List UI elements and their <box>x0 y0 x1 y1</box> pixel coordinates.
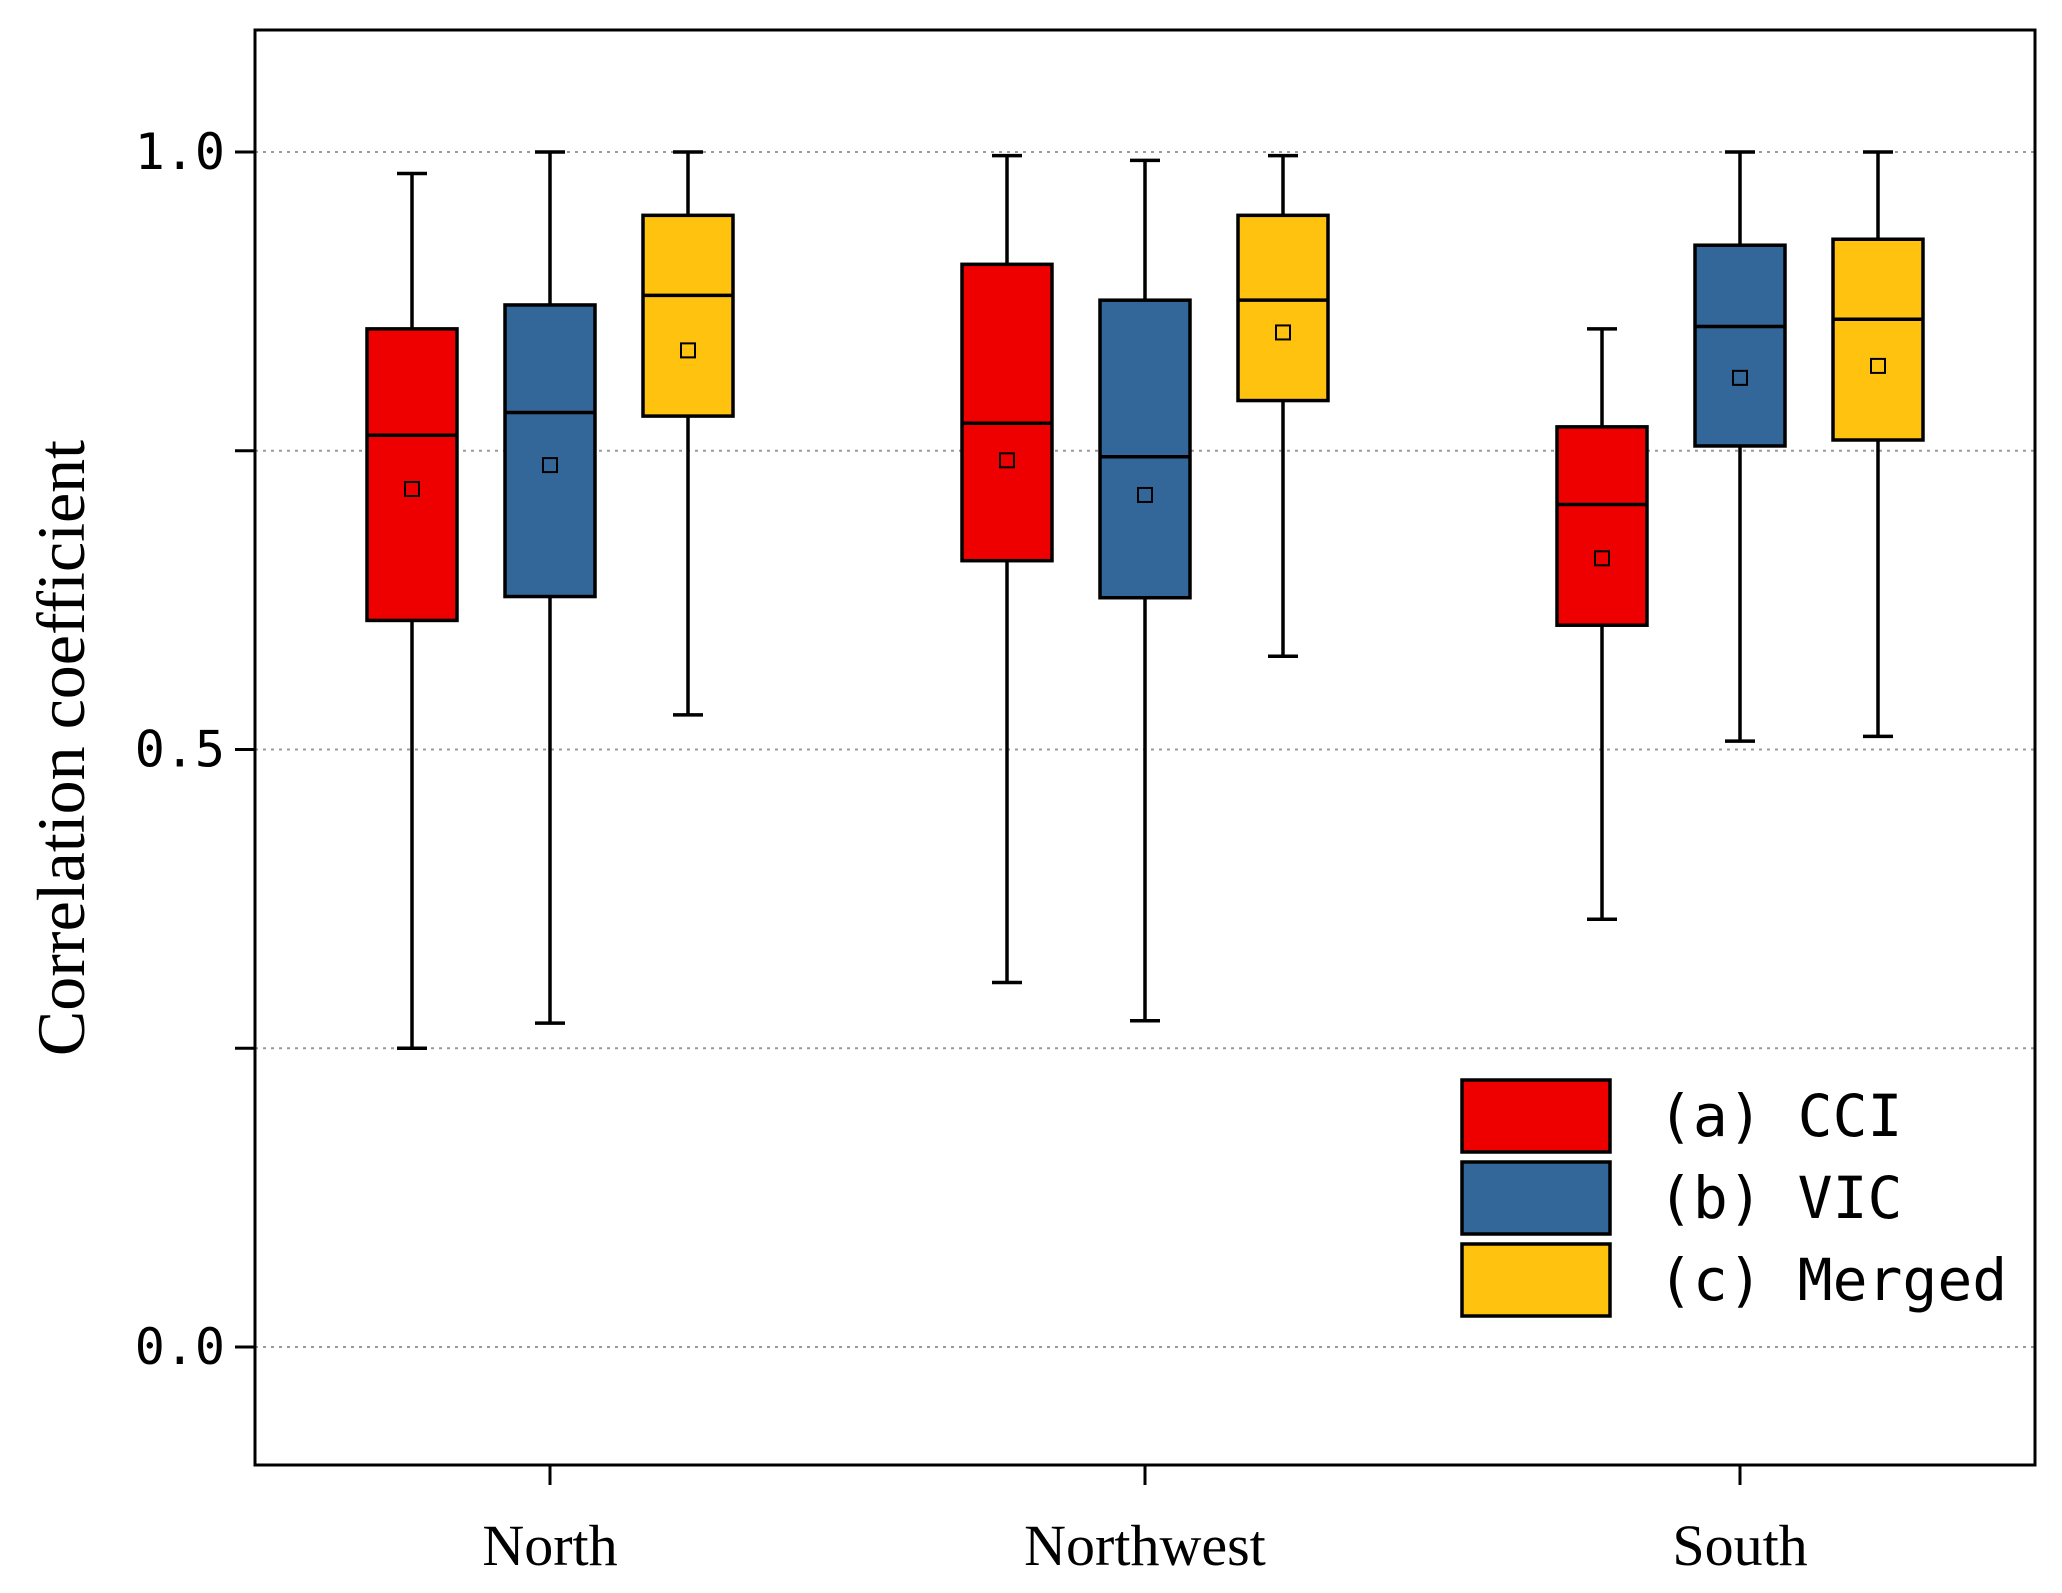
box-bvic-south <box>1693 150 1787 743</box>
y-axis-label: Correlation coefficient <box>23 440 99 1056</box>
box-cmerged-northwest <box>1236 153 1330 659</box>
mean-marker <box>404 480 420 497</box>
legend-swatch-1 <box>1460 1160 1612 1236</box>
iqr-box <box>1236 213 1330 403</box>
legend-swatch-2 <box>1460 1242 1612 1318</box>
x-axis: North Northwest South <box>482 1465 1808 1578</box>
mean-marker <box>999 452 1015 469</box>
mean-marker <box>1870 357 1886 374</box>
legend-label-0: (a) CCI <box>1658 1082 1902 1150</box>
x-tick-label-0: North <box>482 1513 617 1578</box>
iqr-box <box>1098 298 1192 600</box>
legend-swatch-0 <box>1460 1078 1612 1154</box>
x-tick-label-2: South <box>1672 1513 1807 1578</box>
iqr-box <box>960 262 1054 563</box>
boxes <box>365 150 1925 1050</box>
box-bvic-north <box>503 150 597 1025</box>
iqr-box <box>641 213 735 418</box>
y-tick-label-0: 0.0 <box>135 1318 225 1376</box>
mean-marker <box>1137 486 1153 503</box>
iqr-box <box>503 303 597 599</box>
mean-marker <box>1732 369 1748 386</box>
box-cmerged-north <box>641 150 735 717</box>
box-bvic-northwest <box>1098 158 1192 1023</box>
iqr-box <box>1555 425 1649 627</box>
iqr-box <box>1831 237 1925 442</box>
x-tick-label-1: Northwest <box>1024 1513 1266 1578</box>
legend-label-1: (b) VIC <box>1658 1164 1902 1232</box>
mean-marker <box>1594 550 1610 567</box>
mean-marker <box>1275 324 1291 341</box>
legend-label-2: (c) Merged <box>1658 1246 2007 1314</box>
mean-marker <box>542 457 558 474</box>
box-acci-northwest <box>960 153 1054 985</box>
iqr-box <box>365 327 459 623</box>
box-cmerged-south <box>1831 150 1925 739</box>
mean-marker <box>680 342 696 359</box>
y-tick-label-2: 0.5 <box>135 721 225 779</box>
legend: (a) CCI (b) VIC (c) Merged <box>1460 1078 2007 1318</box>
y-tick-label-4: 1.0 <box>135 123 225 181</box>
box-acci-north <box>365 171 459 1050</box>
y-axis: 0.0 0.5 1.0 <box>135 123 255 1376</box>
iqr-box <box>1693 243 1787 448</box>
box-acci-south <box>1555 327 1649 921</box>
